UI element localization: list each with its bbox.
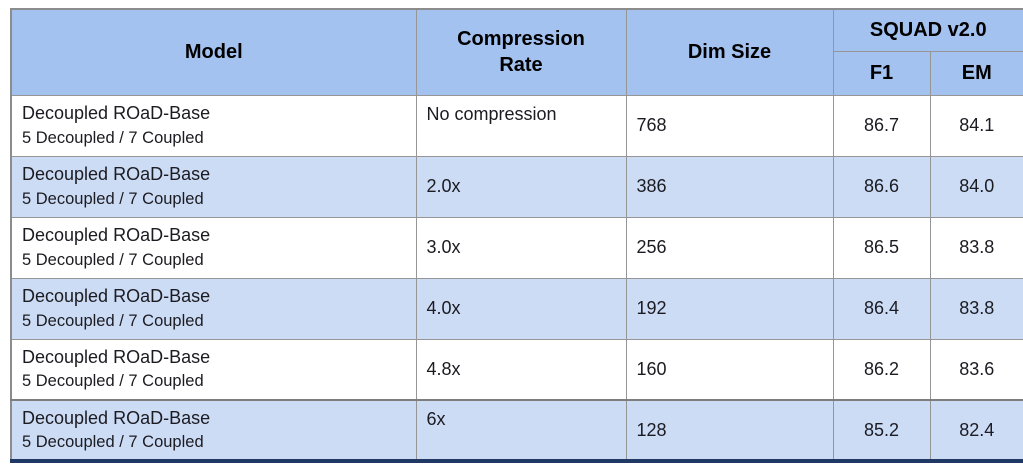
em-cell: 83.8 xyxy=(929,216,1023,279)
model-name: Decoupled ROaD-Base xyxy=(22,408,211,428)
f1-cell: 86.4 xyxy=(832,277,931,340)
table-row: Decoupled ROaD-Base 5 Decoupled / 7 Coup… xyxy=(10,94,1023,157)
compression-rate-cell: 6x xyxy=(415,398,627,462)
em-cell: 82.4 xyxy=(929,398,1023,462)
col-header-compression-rate: Compression Rate xyxy=(415,8,627,96)
header-row-top: Model Compression Rate Dim Size SQUAD v2… xyxy=(10,8,1023,96)
table-row: Decoupled ROaD-Base 5 Decoupled / 7 Coup… xyxy=(10,338,1023,401)
table-row: Decoupled ROaD-Base 5 Decoupled / 7 Coup… xyxy=(10,277,1023,340)
table-row: Decoupled ROaD-Base 5 Decoupled / 7 Coup… xyxy=(10,155,1023,218)
f1-cell: 85.2 xyxy=(832,398,931,462)
table-row: Decoupled ROaD-Base 5 Decoupled / 7 Coup… xyxy=(10,216,1023,279)
f1-cell: 86.6 xyxy=(832,155,931,218)
f1-cell: 86.5 xyxy=(832,216,931,279)
model-cell: Decoupled ROaD-Base 5 Decoupled / 7 Coup… xyxy=(10,216,417,279)
col-header-em: EM xyxy=(929,50,1023,96)
model-config: 5 Decoupled / 7 Coupled xyxy=(22,128,204,147)
compression-rate-cell: 2.0x xyxy=(415,155,627,218)
dim-size-cell: 386 xyxy=(625,155,834,218)
table-row: Decoupled ROaD-Base 5 Decoupled / 7 Coup… xyxy=(10,398,1023,462)
model-config: 5 Decoupled / 7 Coupled xyxy=(22,250,204,269)
col-header-squad-v2: SQUAD v2.0 xyxy=(832,8,1023,52)
benchmark-results-table: Model Compression Rate Dim Size SQUAD v2… xyxy=(10,8,1023,464)
dim-size-cell: 128 xyxy=(625,398,834,462)
col-header-f1: F1 xyxy=(832,50,931,96)
dim-size-cell: 160 xyxy=(625,338,834,401)
compression-rate-cell: 4.8x xyxy=(415,338,627,401)
model-config: 5 Decoupled / 7 Coupled xyxy=(22,189,204,208)
dim-size-cell: 256 xyxy=(625,216,834,279)
model-config: 5 Decoupled / 7 Coupled xyxy=(22,311,204,330)
em-cell: 84.1 xyxy=(929,94,1023,157)
model-config: 5 Decoupled / 7 Coupled xyxy=(22,372,204,391)
col-header-dim-size: Dim Size xyxy=(625,8,834,96)
model-name: Decoupled ROaD-Base xyxy=(22,225,211,246)
model-cell: Decoupled ROaD-Base 5 Decoupled / 7 Coup… xyxy=(10,338,417,401)
em-cell: 84.0 xyxy=(929,155,1023,218)
model-config: 5 Decoupled / 7 Coupled xyxy=(22,433,204,452)
compression-rate-cell: 4.0x xyxy=(415,277,627,340)
table-body: Decoupled ROaD-Base 5 Decoupled / 7 Coup… xyxy=(10,94,1023,462)
dim-size-cell: 768 xyxy=(625,94,834,157)
em-cell: 83.8 xyxy=(929,277,1023,340)
model-name: Decoupled ROaD-Base xyxy=(22,164,211,185)
model-cell: Decoupled ROaD-Base 5 Decoupled / 7 Coup… xyxy=(10,94,417,157)
model-cell: Decoupled ROaD-Base 5 Decoupled / 7 Coup… xyxy=(10,277,417,340)
model-cell: Decoupled ROaD-Base 5 Decoupled / 7 Coup… xyxy=(10,155,417,218)
model-name: Decoupled ROaD-Base xyxy=(22,347,211,368)
dim-size-cell: 192 xyxy=(625,277,834,340)
em-cell: 83.6 xyxy=(929,338,1023,401)
compression-rate-cell: 3.0x xyxy=(415,216,627,279)
model-cell: Decoupled ROaD-Base 5 Decoupled / 7 Coup… xyxy=(10,398,417,462)
col-header-model: Model xyxy=(10,8,417,96)
f1-cell: 86.2 xyxy=(832,338,931,401)
model-name: Decoupled ROaD-Base xyxy=(22,286,211,307)
compression-rate-cell: No compression xyxy=(415,94,627,157)
f1-cell: 86.7 xyxy=(832,94,931,157)
model-name: Decoupled ROaD-Base xyxy=(22,103,211,124)
table-header: Model Compression Rate Dim Size SQUAD v2… xyxy=(10,8,1023,96)
